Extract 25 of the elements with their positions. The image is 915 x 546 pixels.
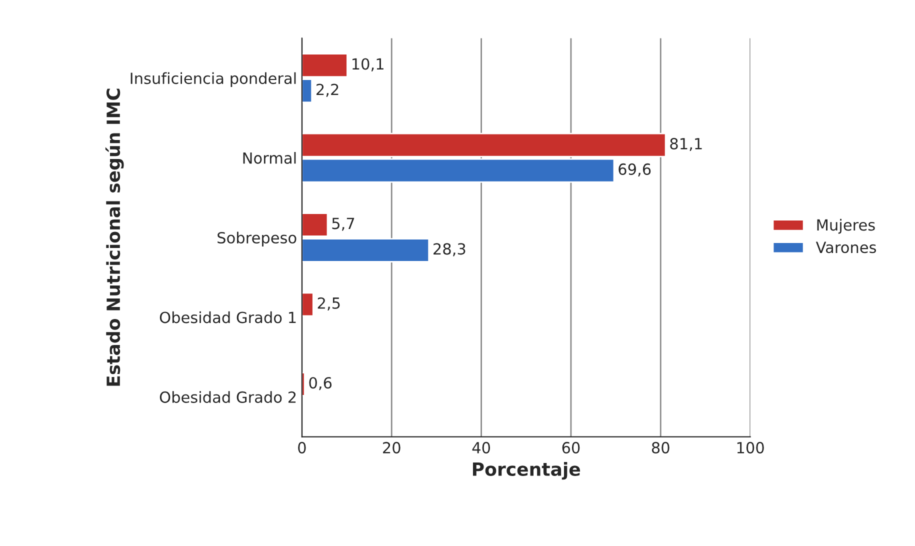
data-label: 0,6: [309, 377, 332, 390]
legend-label: Varones: [816, 242, 876, 254]
legend-label: Mujeres: [817, 218, 875, 234]
data-label: 28,3: [434, 243, 466, 256]
data-label: 69,6: [618, 163, 651, 177]
x-tick-label: 0: [298, 442, 306, 454]
y-tick-label: Obesidad Grado 2: [160, 391, 296, 403]
y-axis-title: Estado Nutricional según IMC: [105, 88, 124, 386]
x-tick-label: 20: [383, 442, 400, 454]
x-axis-title: Porcentaje: [472, 462, 580, 480]
data-label: 2,2: [316, 84, 338, 97]
bar: [302, 372, 306, 396]
y-tick-label: Sobrepeso: [218, 232, 296, 246]
data-label: 2,5: [318, 297, 340, 310]
y-tick-label: Insuficiencia ponderal: [130, 72, 296, 88]
data-label: 10,1: [352, 58, 384, 72]
y-tick-label: Obesidad Grado 1: [160, 311, 296, 324]
data-label: 81,1: [670, 138, 702, 152]
x-tick-label: 40: [472, 442, 490, 454]
x-tick-label: 60: [562, 442, 580, 454]
bar: [302, 292, 314, 317]
y-tick-label: Normal: [243, 152, 296, 164]
data-label: 5,7: [332, 218, 354, 231]
x-tick-label: 100: [737, 442, 764, 454]
x-tick-label: 80: [652, 442, 670, 454]
